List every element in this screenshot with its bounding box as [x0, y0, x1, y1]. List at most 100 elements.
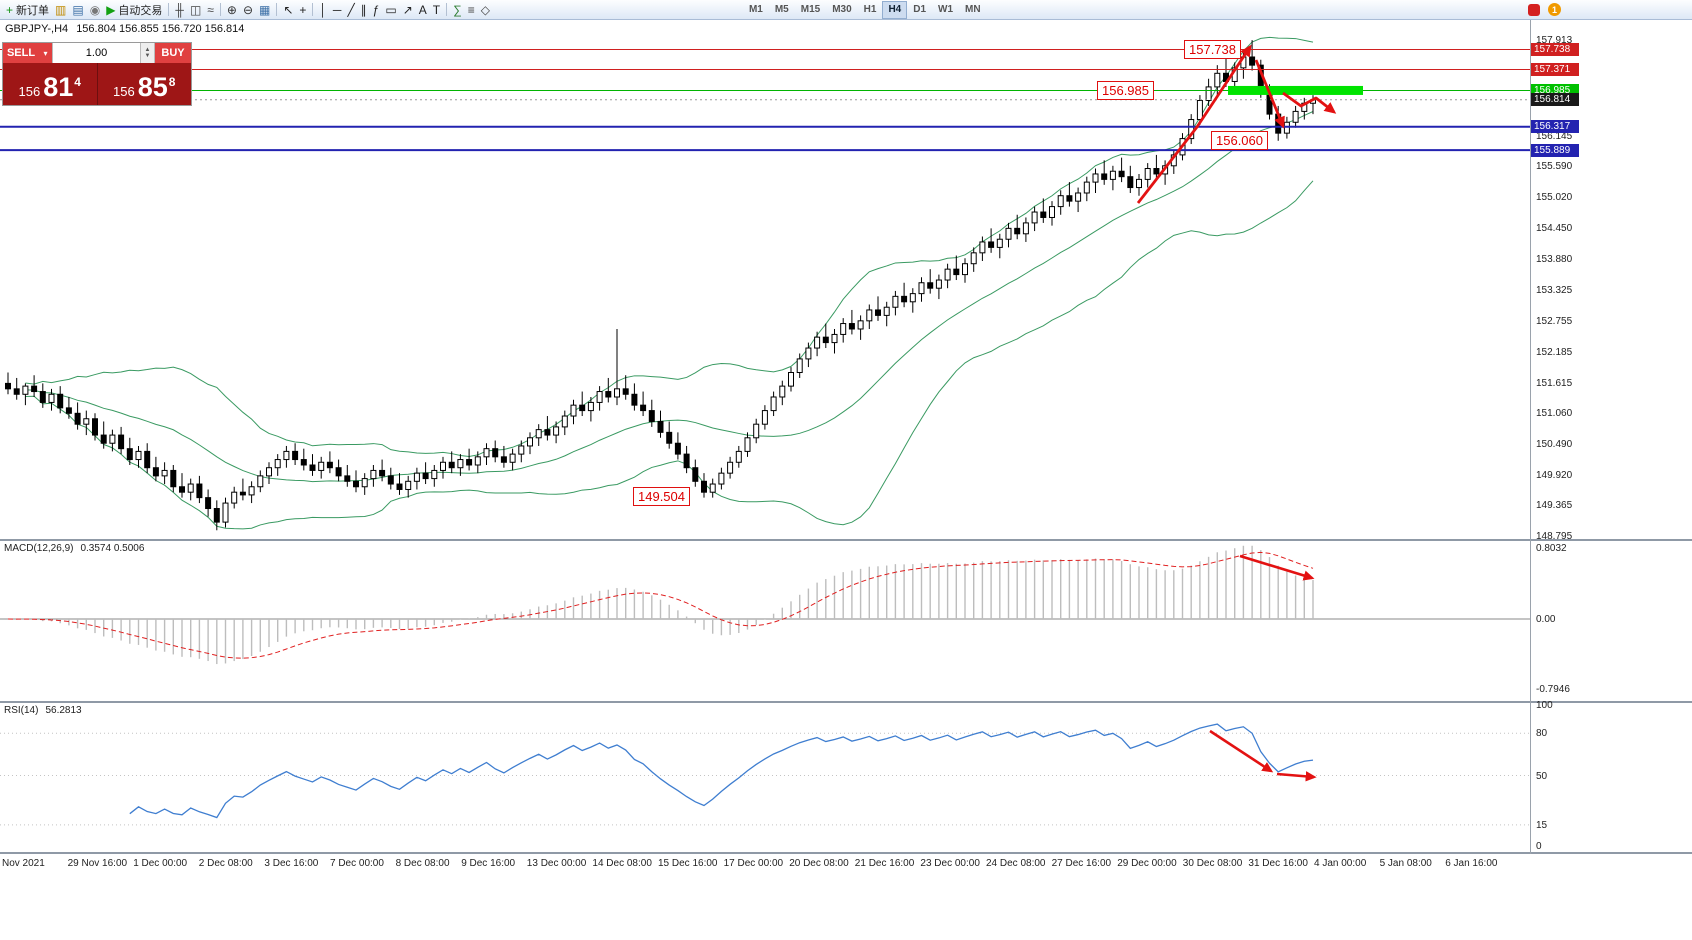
- strategy-tester-icon[interactable]: ◉: [87, 1, 103, 19]
- rsi-axis-tick: 80: [1536, 728, 1548, 740]
- price-tag: 157.738: [1531, 42, 1579, 56]
- macd-canvas[interactable]: [0, 541, 1530, 701]
- autotrade-button-label: 自动交易: [118, 4, 163, 17]
- notification-badge[interactable]: 1: [1548, 3, 1561, 16]
- price-chart-canvas[interactable]: [0, 20, 1530, 539]
- timeframe-h1[interactable]: H1: [863, 3, 877, 15]
- rsi-axis-tick: 50: [1536, 770, 1548, 782]
- stepper-down-icon[interactable]: ▼: [144, 53, 151, 59]
- panel-splitter[interactable]: [0, 539, 1692, 541]
- timeframe-m15[interactable]: M15: [800, 3, 821, 15]
- ohlc-bars-icon[interactable]: ╫: [172, 1, 187, 19]
- bollinger-bands: [25, 36, 1314, 530]
- price-tick: 150.490: [1536, 438, 1573, 450]
- vertical-line-icon[interactable]: │: [316, 1, 330, 19]
- timeframe-h4[interactable]: H4: [882, 0, 908, 19]
- macd-axis-tick: 0.00: [1536, 614, 1556, 625]
- shapes-icon: ▭: [385, 2, 397, 17]
- timeframe-m5[interactable]: M5: [774, 3, 789, 15]
- data-window-icon[interactable]: ▤: [69, 1, 86, 19]
- trend-zigzag-arrow[interactable]: [1282, 91, 1337, 114]
- price-annotation-label[interactable]: 149.504: [633, 487, 690, 506]
- trend-arrows[interactable]: [1136, 44, 1337, 204]
- rsi-axis-tick: 15: [1536, 819, 1548, 831]
- toolbar: + 新订单 ▥ ▤ ◉ ▶ 自动交易 ╫ ◫ ≈ ⊕ ⊖ ▦ ↖ + │ ─ ╱ ∥ ƒ ▭ ↗ A T ∑ ≡ ◇ M1 M5 M15 M…: [0, 0, 1692, 20]
- price-annotation-label[interactable]: 156.985: [1097, 81, 1154, 100]
- sell-dropdown-caret-icon[interactable]: ▾: [39, 43, 52, 63]
- new-order-button[interactable]: + 新订单: [3, 1, 52, 19]
- zoom-in-icon[interactable]: ⊕: [224, 1, 240, 19]
- price-tick: 156.145: [1536, 131, 1573, 143]
- time-label: 23 Dec 00:00: [920, 858, 980, 869]
- macd-panel[interactable]: [0, 541, 1530, 701]
- timeframe-mn[interactable]: MN: [965, 3, 981, 15]
- trend-down-arrow[interactable]: [1254, 59, 1285, 129]
- rsi-flat-arrow[interactable]: [1276, 771, 1317, 782]
- volume-input[interactable]: [52, 43, 141, 63]
- price-tick: 155.020: [1536, 192, 1573, 204]
- buy-price[interactable]: 156 85 8: [97, 63, 191, 105]
- rsi-value: 56.2813: [45, 705, 82, 716]
- indicator-list-icon[interactable]: ≡: [465, 1, 478, 19]
- toolbar-right: 1: [1528, 3, 1561, 16]
- candles: [5, 40, 1316, 531]
- sell-price-prefix: 156: [18, 84, 41, 99]
- candlestick-chart-icon[interactable]: ◫: [187, 1, 204, 19]
- price-tick: 153.880: [1536, 254, 1573, 266]
- tile-windows-icon[interactable]: ▦: [256, 1, 273, 19]
- text-label-icon[interactable]: T: [430, 1, 443, 19]
- indicator-list-icon: ≡: [467, 2, 475, 17]
- shapes-icon[interactable]: ▭: [382, 1, 399, 19]
- time-label: 15 Dec 16:00: [658, 858, 718, 869]
- timeframe-w1[interactable]: W1: [938, 3, 954, 15]
- market-watch-icon[interactable]: ▥: [52, 1, 69, 19]
- price-annotation-label[interactable]: 157.738: [1184, 40, 1241, 59]
- line-chart-icon[interactable]: ≈: [204, 1, 217, 19]
- data-window-icon: ▤: [72, 2, 84, 17]
- price-tag: 156.814: [1531, 93, 1579, 107]
- rsi-down-arrow[interactable]: [1209, 729, 1274, 773]
- crosshair-icon: +: [299, 2, 307, 17]
- timeframe-m30[interactable]: M30: [832, 3, 852, 15]
- objects-icon[interactable]: ◇: [478, 1, 493, 19]
- toolbar-separator: [276, 3, 278, 16]
- timeframe-m1[interactable]: M1: [748, 3, 763, 15]
- toolbar-separator: [219, 3, 221, 16]
- text-label-icon: T: [432, 2, 441, 17]
- trend-up-arrow[interactable]: [1136, 44, 1252, 204]
- toolbar-separator: [168, 3, 170, 16]
- horizontal-line-icon[interactable]: ─: [330, 1, 345, 19]
- trendline-icon[interactable]: ╱: [344, 1, 357, 19]
- autotrade-button[interactable]: ▶ 自动交易: [103, 1, 165, 19]
- panel-splitter[interactable]: [0, 701, 1692, 703]
- rsi-canvas[interactable]: [0, 703, 1530, 852]
- green-supply-zone[interactable]: [1228, 85, 1363, 95]
- timeframe-d1[interactable]: D1: [913, 3, 927, 15]
- price-tick: 155.590: [1536, 161, 1573, 173]
- sell-button[interactable]: SELL: [3, 43, 39, 63]
- indicators-icon[interactable]: ∑: [450, 1, 465, 19]
- alert-icon[interactable]: [1528, 3, 1540, 16]
- stepper-up-icon[interactable]: ▲: [144, 47, 151, 53]
- buy-button[interactable]: BUY: [155, 43, 191, 63]
- arrows-icon[interactable]: ↗: [400, 1, 416, 19]
- fibonacci-icon[interactable]: ƒ: [370, 1, 383, 19]
- price-annotation-label[interactable]: 156.060: [1211, 131, 1268, 150]
- ohlc-bars-icon: ╫: [175, 2, 184, 17]
- arrows-icon: ↗: [402, 2, 413, 17]
- volume-stepper[interactable]: ▲ ▼: [141, 43, 155, 63]
- crosshair-icon[interactable]: +: [296, 1, 309, 19]
- symbol-ohlc-line: GBPJPY-,H4 156.804 156.855 156.720 156.81…: [5, 23, 244, 35]
- sell-price[interactable]: 156 81 4: [3, 63, 97, 105]
- main-chart[interactable]: [0, 20, 1530, 539]
- cursor-icon[interactable]: ↖: [280, 1, 296, 19]
- rsi-panel[interactable]: [0, 703, 1530, 852]
- zoom-in-icon: ⊕: [226, 2, 237, 17]
- price-tick: 149.365: [1536, 499, 1573, 511]
- channel-icon[interactable]: ∥: [358, 1, 370, 19]
- text-icon[interactable]: A: [416, 1, 430, 19]
- buy-price-big: 85: [137, 72, 168, 102]
- macd-down-arrow[interactable]: [1239, 554, 1315, 581]
- zoom-out-icon[interactable]: ⊖: [240, 1, 256, 19]
